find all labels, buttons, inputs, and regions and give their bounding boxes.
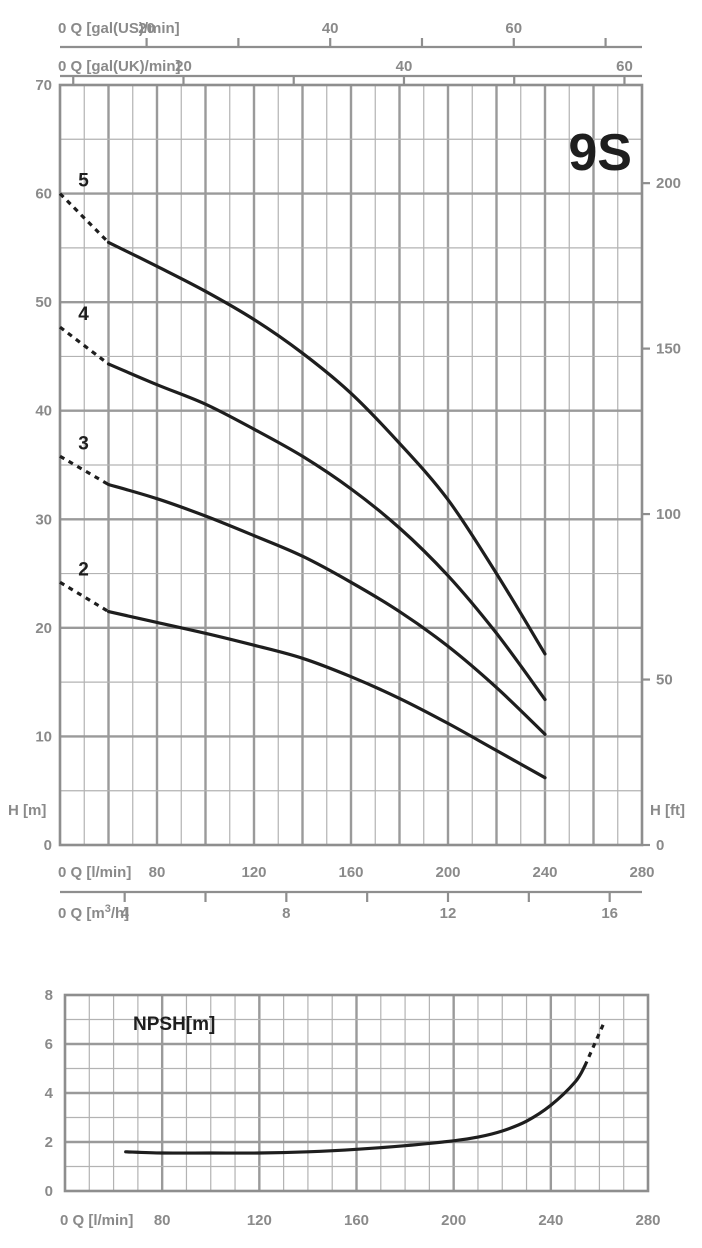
head-ft-tick-label: 50 — [656, 672, 673, 689]
head-m-tick-label: 40 — [35, 403, 52, 420]
m3h-axis-label: 0 Q [m3/h] — [58, 903, 129, 922]
head-m-tick-label: 20 — [35, 620, 52, 637]
gal-uk-tick-label: 40 — [396, 58, 413, 75]
gal-us-tick-label: 40 — [322, 20, 339, 37]
pump-curve-label: 4 — [78, 304, 89, 325]
npsh-y-tick-label: 4 — [45, 1085, 54, 1102]
gal-us-tick-label: 60 — [505, 20, 522, 37]
l-min-axis-label: 0 Q [l/min] — [58, 864, 131, 881]
npsh-chart: NPSH[m] 80 120 160 200 240 280 0 2 4 6 8 0 Q [l/m… — [45, 987, 661, 1229]
npsh-y-tick-labels: 0 2 4 6 8 — [45, 987, 54, 1200]
pump-curve-label: 5 — [78, 171, 89, 192]
npsh-x-tick-label: 120 — [247, 1212, 272, 1229]
npsh-title: NPSH[m] — [133, 1014, 215, 1035]
head-flow-frame — [58, 83, 644, 847]
l-min-tick-label: 200 — [435, 864, 460, 881]
npsh-y-tick-label: 2 — [45, 1134, 53, 1151]
npsh-x-axis-label: 0 Q [l/min] — [60, 1212, 133, 1229]
m3h-tick-label: 16 — [601, 905, 618, 922]
top-axis-ticks: 20 40 60 20 40 60 — [72, 20, 633, 85]
gal-us-axis-label: 0 Q [gal(US)/min] — [58, 20, 180, 37]
m3h-axis-ticks: 4 8 12 16 — [120, 892, 618, 922]
head-m-tick-label: 30 — [35, 511, 52, 528]
l-min-tick-label: 240 — [532, 864, 557, 881]
pump-curve-3-dashed — [59, 454, 110, 486]
pump-curve-5 — [106, 240, 547, 656]
npsh-curve-group — [124, 1021, 606, 1155]
head-m-tick-labels: 0 10 20 30 40 50 60 70 — [35, 77, 52, 854]
m3h-tick-label: 8 — [282, 905, 290, 922]
npsh-x-tick-label: 200 — [441, 1212, 466, 1229]
pump-curve-5-dashed — [58, 192, 110, 244]
pump-curve-label: 3 — [78, 433, 89, 454]
pump-curve-4 — [106, 362, 547, 702]
pump-curve-2-dashed — [59, 580, 110, 613]
head-curves: 5 4 3 2 — [58, 171, 547, 780]
npsh-frame — [63, 993, 650, 1193]
head-ft-tick-label: 100 — [656, 506, 681, 523]
npsh-curve-dashed — [583, 1021, 606, 1067]
head-m-tick-label: 70 — [35, 77, 52, 94]
head-m-tick-label: 0 — [44, 837, 52, 854]
head-m-tick-label: 60 — [35, 186, 52, 203]
pump-curve-3 — [106, 482, 547, 736]
model-label: 9S — [568, 124, 632, 182]
npsh-x-tick-label: 160 — [344, 1212, 369, 1229]
l-min-tick-label: 120 — [241, 864, 266, 881]
gal-uk-axis-label: 0 Q [gal(UK)/min] — [58, 58, 181, 75]
npsh-y-tick-label: 0 — [45, 1183, 53, 1200]
m3h-tick-label: 4 — [120, 905, 129, 922]
l-min-tick-label: 80 — [149, 864, 166, 881]
head-m-axis-label: H [m] — [8, 802, 46, 819]
head-ft-axis-label: H [ft] — [650, 802, 685, 819]
pump-curve-2 — [106, 610, 547, 780]
npsh-grid — [65, 995, 648, 1191]
head-m-tick-label: 10 — [35, 728, 52, 745]
head-ft-tick-label: 0 — [656, 837, 664, 854]
pump-curve-4-dashed — [59, 325, 110, 366]
npsh-x-tick-label: 280 — [635, 1212, 660, 1229]
npsh-x-tick-label: 240 — [538, 1212, 563, 1229]
l-min-tick-labels: 80 120 160 200 240 280 — [149, 864, 655, 881]
gal-uk-tick-label: 60 — [616, 58, 633, 75]
gal-us-tick-label: 20 — [138, 20, 155, 37]
l-min-tick-label: 280 — [629, 864, 654, 881]
npsh-y-tick-label: 8 — [45, 987, 53, 1004]
l-min-tick-label: 160 — [338, 864, 363, 881]
head-ft-tick-label: 150 — [656, 341, 681, 358]
npsh-curve — [124, 1064, 587, 1155]
head-ft-tick-labels: 0 50 100 150 200 — [642, 175, 681, 854]
head-flow-grid — [60, 85, 642, 845]
pump-curve-label: 2 — [78, 559, 89, 580]
gal-uk-tick-label: 20 — [175, 58, 192, 75]
head-m-tick-label: 50 — [35, 294, 52, 311]
m3h-tick-label: 12 — [440, 905, 457, 922]
head-ft-tick-label: 200 — [656, 175, 681, 192]
npsh-x-tick-label: 80 — [154, 1212, 171, 1229]
npsh-x-tick-labels: 80 120 160 200 240 280 — [154, 1212, 661, 1229]
npsh-y-tick-label: 6 — [45, 1036, 53, 1053]
